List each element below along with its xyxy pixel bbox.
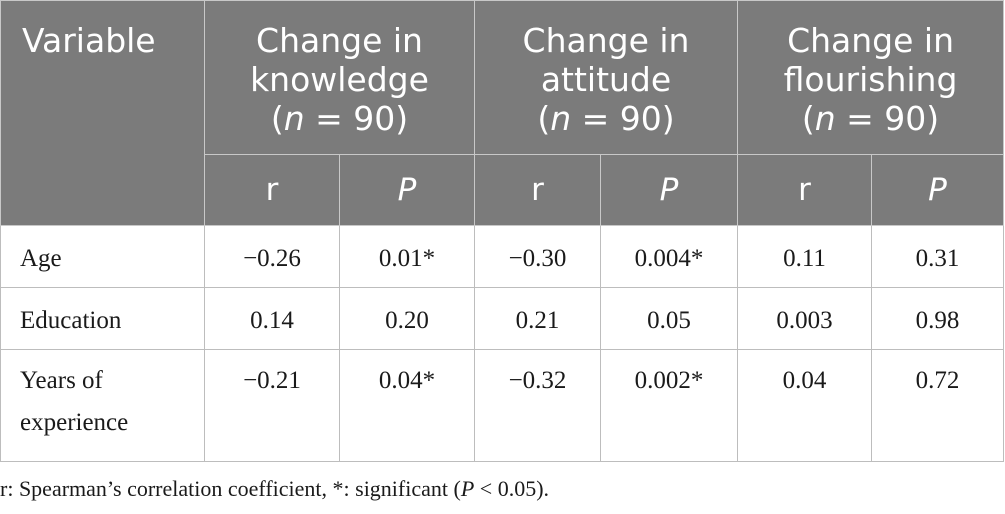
cell-knowledge-p: 0.01* — [339, 225, 475, 288]
header-group-n-prefix: ( — [270, 99, 284, 138]
header-group-n-var: n — [283, 99, 305, 138]
cell-knowledge-p: 0.04* — [339, 349, 475, 462]
cell-knowledge-r: −0.26 — [204, 225, 340, 288]
row-label: Education — [0, 287, 205, 350]
header-variable: Variable — [0, 0, 205, 226]
subheader-p: P — [871, 154, 1005, 226]
cell-flourishing-r: 0.11 — [737, 225, 873, 288]
header-group-n-var: n — [550, 99, 572, 138]
header-group-n-prefix: ( — [801, 99, 815, 138]
cell-attitude-p: 0.004* — [599, 225, 739, 288]
subheader-p: P — [599, 154, 739, 226]
cell-flourishing-r: 0.04 — [737, 349, 873, 462]
subheader-p: P — [339, 154, 475, 226]
subheader-r: r — [737, 154, 873, 226]
cell-flourishing-p: 0.98 — [871, 287, 1005, 350]
correlation-table: Variable Change in knowledge (n = 90) Ch… — [0, 0, 1005, 462]
row-label: Years of experience — [0, 349, 205, 462]
header-group-line1: Change in — [256, 21, 423, 60]
cell-attitude-p: 0.002* — [599, 349, 739, 462]
subheader-r: r — [204, 154, 340, 226]
header-group-line2: knowledge — [250, 60, 429, 99]
row-label: Age — [0, 225, 205, 288]
header-group-line2: flourishing — [783, 60, 958, 99]
cell-attitude-r: −0.30 — [474, 225, 601, 288]
header-group-n-suffix: = 90) — [304, 99, 409, 138]
header-group-line2: attitude — [540, 60, 672, 99]
cell-attitude-p: 0.05 — [599, 287, 739, 350]
table-footnote: r: Spearman’s correlation coefficient, *… — [0, 476, 550, 501]
cell-flourishing-p: 0.31 — [871, 225, 1005, 288]
header-group-n-suffix: = 90) — [571, 99, 675, 138]
table-header: Variable Change in knowledge (n = 90) Ch… — [0, 0, 1005, 226]
header-group-flourishing: Change in flourishing (n = 90) — [737, 0, 1005, 155]
header-group-n-var: n — [814, 99, 836, 138]
cell-attitude-r: −0.32 — [474, 349, 601, 462]
cell-flourishing-r: 0.003 — [737, 287, 873, 350]
cell-knowledge-r: −0.21 — [204, 349, 340, 462]
table-body: Age −0.26 0.01* −0.30 0.004* 0.11 0.31 E… — [0, 225, 1005, 462]
header-group-line1: Change in — [787, 21, 954, 60]
header-group-line1: Change in — [522, 21, 690, 60]
cell-knowledge-r: 0.14 — [204, 287, 340, 350]
subheader-r: r — [474, 154, 601, 226]
header-group-attitude: Change in attitude (n = 90) — [473, 0, 739, 155]
header-group-knowledge: Change in knowledge (n = 90) — [204, 0, 475, 155]
table-row-education: Education 0.14 0.20 0.21 0.05 0.003 0.98 — [0, 287, 1005, 350]
table-row-age: Age −0.26 0.01* −0.30 0.004* 0.11 0.31 — [0, 225, 1005, 288]
cell-attitude-r: 0.21 — [474, 287, 601, 350]
table-row-years-of-experience: Years of experience −0.21 0.04* −0.32 0.0… — [0, 349, 1005, 462]
header-group-n-prefix: ( — [537, 99, 551, 138]
header-group-n-suffix: = 90) — [835, 99, 940, 138]
cell-knowledge-p: 0.20 — [339, 287, 475, 350]
cell-flourishing-p: 0.72 — [871, 349, 1005, 462]
